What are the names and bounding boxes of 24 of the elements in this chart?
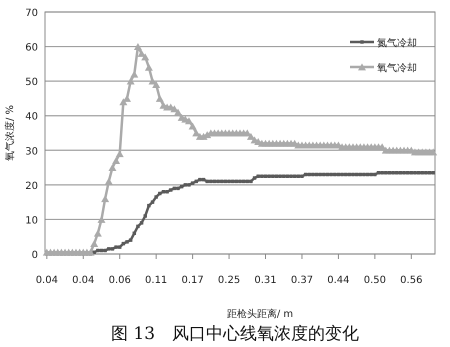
y-axis-title: 氧气浓度/ % xyxy=(4,104,16,162)
x-tick-label: 0.56 xyxy=(400,275,422,286)
y-tick-label: 50 xyxy=(25,77,38,88)
x-tick-label: 0.50 xyxy=(364,275,386,286)
y-tick-label: 40 xyxy=(25,112,38,123)
y-tick-label: 60 xyxy=(25,42,38,54)
x-axis-title: 距枪头距离/ m xyxy=(226,308,294,320)
x-tick-label: 0.25 xyxy=(218,275,240,286)
x-tick-label: 0.37 xyxy=(290,275,314,286)
x-tick-label: 0.31 xyxy=(254,275,277,286)
y-tick-label: 0 xyxy=(32,250,38,261)
x-tick-label: 0.11 xyxy=(145,275,168,286)
text: 图 13 风口中心线氧浓度的变化 xyxy=(110,324,360,344)
y-tick-label: 10 xyxy=(25,215,38,226)
x-tick-label: 0.06 xyxy=(108,275,131,286)
y-tick-label: 20 xyxy=(25,180,38,192)
x-tick-label: 0.04 xyxy=(36,275,58,286)
y-tick-label: 70 xyxy=(25,8,38,19)
x-tick-label: 0.04 xyxy=(72,275,94,286)
x-tick-label: 0.17 xyxy=(181,275,204,286)
legend-label: 氮气冷却 xyxy=(377,37,417,49)
y-tick-label: 30 xyxy=(25,146,38,158)
x-tick-label: 0.44 xyxy=(327,275,350,286)
legend-label: 氧气冷却 xyxy=(377,62,417,74)
